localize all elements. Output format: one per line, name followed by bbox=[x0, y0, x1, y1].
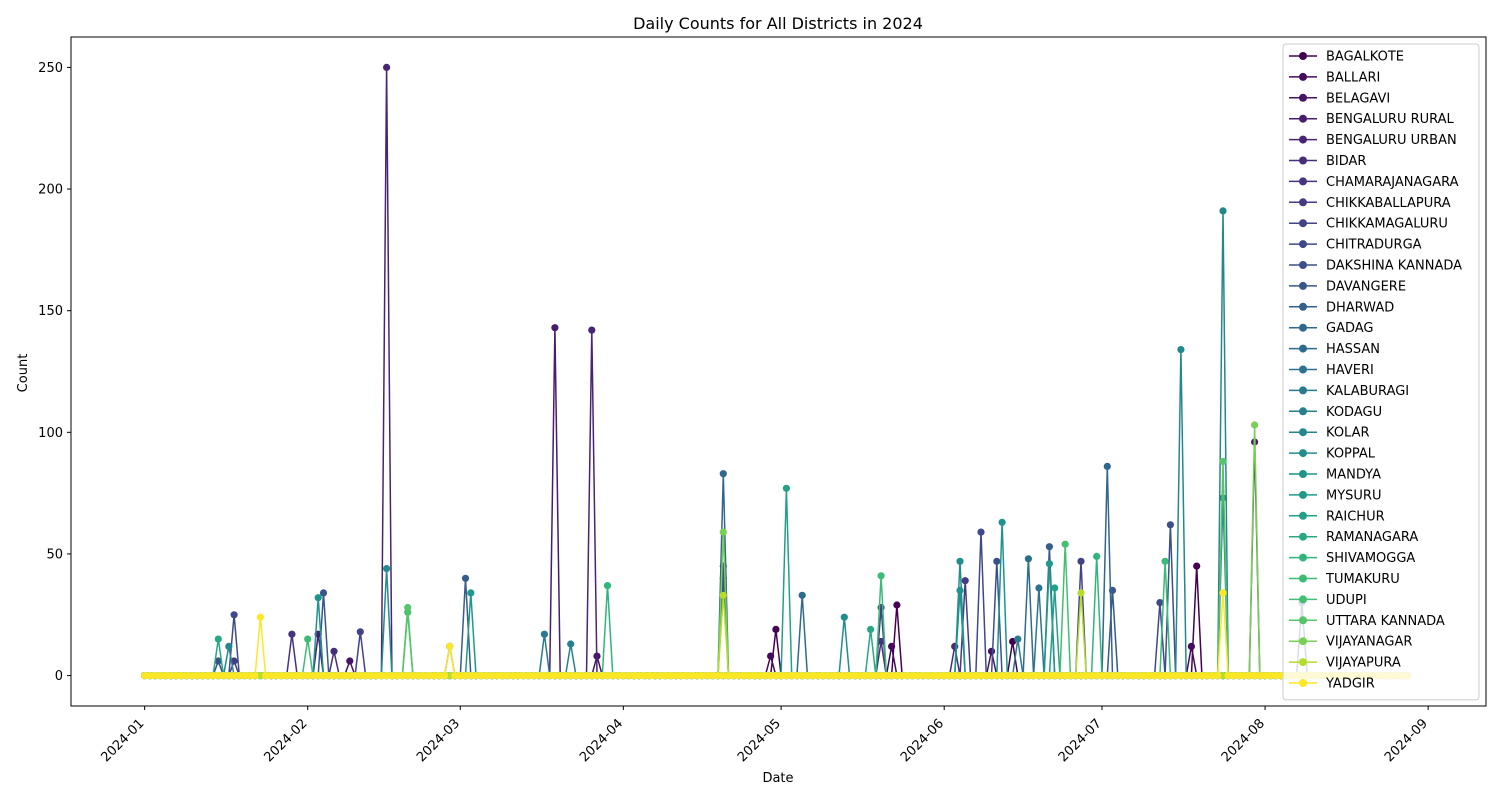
data-point bbox=[798, 591, 806, 599]
data-point bbox=[1166, 521, 1174, 529]
data-point bbox=[1156, 599, 1164, 607]
data-point bbox=[330, 647, 338, 655]
data-point bbox=[540, 630, 549, 638]
data-point bbox=[356, 628, 364, 636]
data-point bbox=[1045, 543, 1053, 551]
data-point bbox=[1024, 555, 1032, 563]
data-point bbox=[767, 652, 775, 660]
data-point bbox=[567, 640, 575, 648]
data-point bbox=[1219, 494, 1227, 502]
data-point bbox=[1177, 346, 1185, 354]
data-point bbox=[383, 565, 391, 573]
data-point bbox=[319, 589, 328, 597]
data-point bbox=[461, 574, 470, 582]
data-point bbox=[888, 642, 896, 651]
data-point bbox=[1035, 584, 1043, 592]
data-point bbox=[772, 625, 780, 634]
data-point bbox=[719, 470, 727, 478]
data-point bbox=[1193, 562, 1201, 570]
data-point bbox=[230, 611, 238, 619]
data-point bbox=[346, 657, 354, 665]
data-point bbox=[314, 594, 322, 602]
data-point bbox=[588, 326, 596, 334]
data-point bbox=[1077, 557, 1085, 565]
data-point bbox=[987, 647, 996, 655]
data-point bbox=[214, 657, 222, 665]
data-point bbox=[893, 601, 901, 609]
data-point bbox=[961, 577, 969, 585]
data-point bbox=[1187, 642, 1195, 651]
data-point bbox=[225, 642, 233, 651]
data-point bbox=[977, 528, 985, 536]
data-point bbox=[383, 63, 391, 71]
chart-title: Daily Counts for All Districts in 2024 bbox=[633, 14, 923, 33]
data-point bbox=[288, 630, 296, 638]
data-point bbox=[993, 557, 1001, 565]
data-point bbox=[1103, 462, 1111, 470]
data-point bbox=[1219, 207, 1227, 215]
data-point bbox=[956, 557, 964, 565]
data-point bbox=[840, 613, 848, 621]
data-point bbox=[551, 324, 559, 332]
data-point bbox=[1014, 635, 1022, 643]
